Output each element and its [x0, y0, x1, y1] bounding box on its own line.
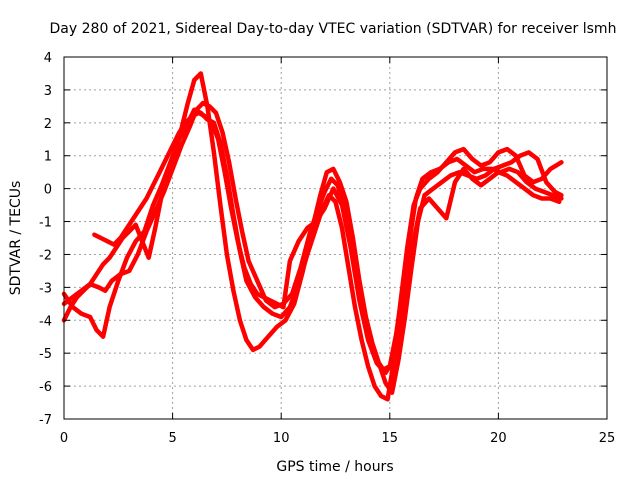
y-tick-label: 0: [44, 183, 52, 198]
y-tick-label: -3: [39, 281, 52, 296]
x-tick-label: 15: [382, 431, 399, 446]
series-group: [61, 71, 564, 402]
x-axis-label: GPS time / hours: [276, 459, 393, 475]
y-tick-label: -7: [39, 413, 52, 428]
plot-frame: [63, 56, 608, 420]
series-3-line: [61, 71, 564, 395]
x-tick-label: 25: [599, 431, 616, 446]
y-tick-label: -2: [39, 248, 52, 263]
x-tick-label: 10: [273, 431, 290, 446]
series-4-line: [92, 110, 562, 376]
x-tick-label: 0: [60, 431, 68, 446]
y-tick-label: 3: [44, 84, 52, 99]
x-tick-label: 20: [490, 431, 507, 446]
y-tick-label: -5: [39, 347, 52, 362]
x-tick-label: 5: [168, 431, 176, 446]
y-tick-label: -4: [39, 314, 52, 329]
y-tick-label: -1: [39, 216, 52, 231]
y-axis-label: SDTVAR / TECUs: [8, 181, 24, 296]
y-tick-label: 1: [44, 150, 52, 165]
y-tick-label: 2: [44, 117, 52, 132]
y-tick-label: 4: [44, 51, 52, 66]
y-tick-label: -6: [39, 380, 52, 395]
chart-title: Day 280 of 2021, Sidereal Day-to-day VTE…: [50, 21, 617, 37]
series-2-line: [61, 107, 564, 402]
